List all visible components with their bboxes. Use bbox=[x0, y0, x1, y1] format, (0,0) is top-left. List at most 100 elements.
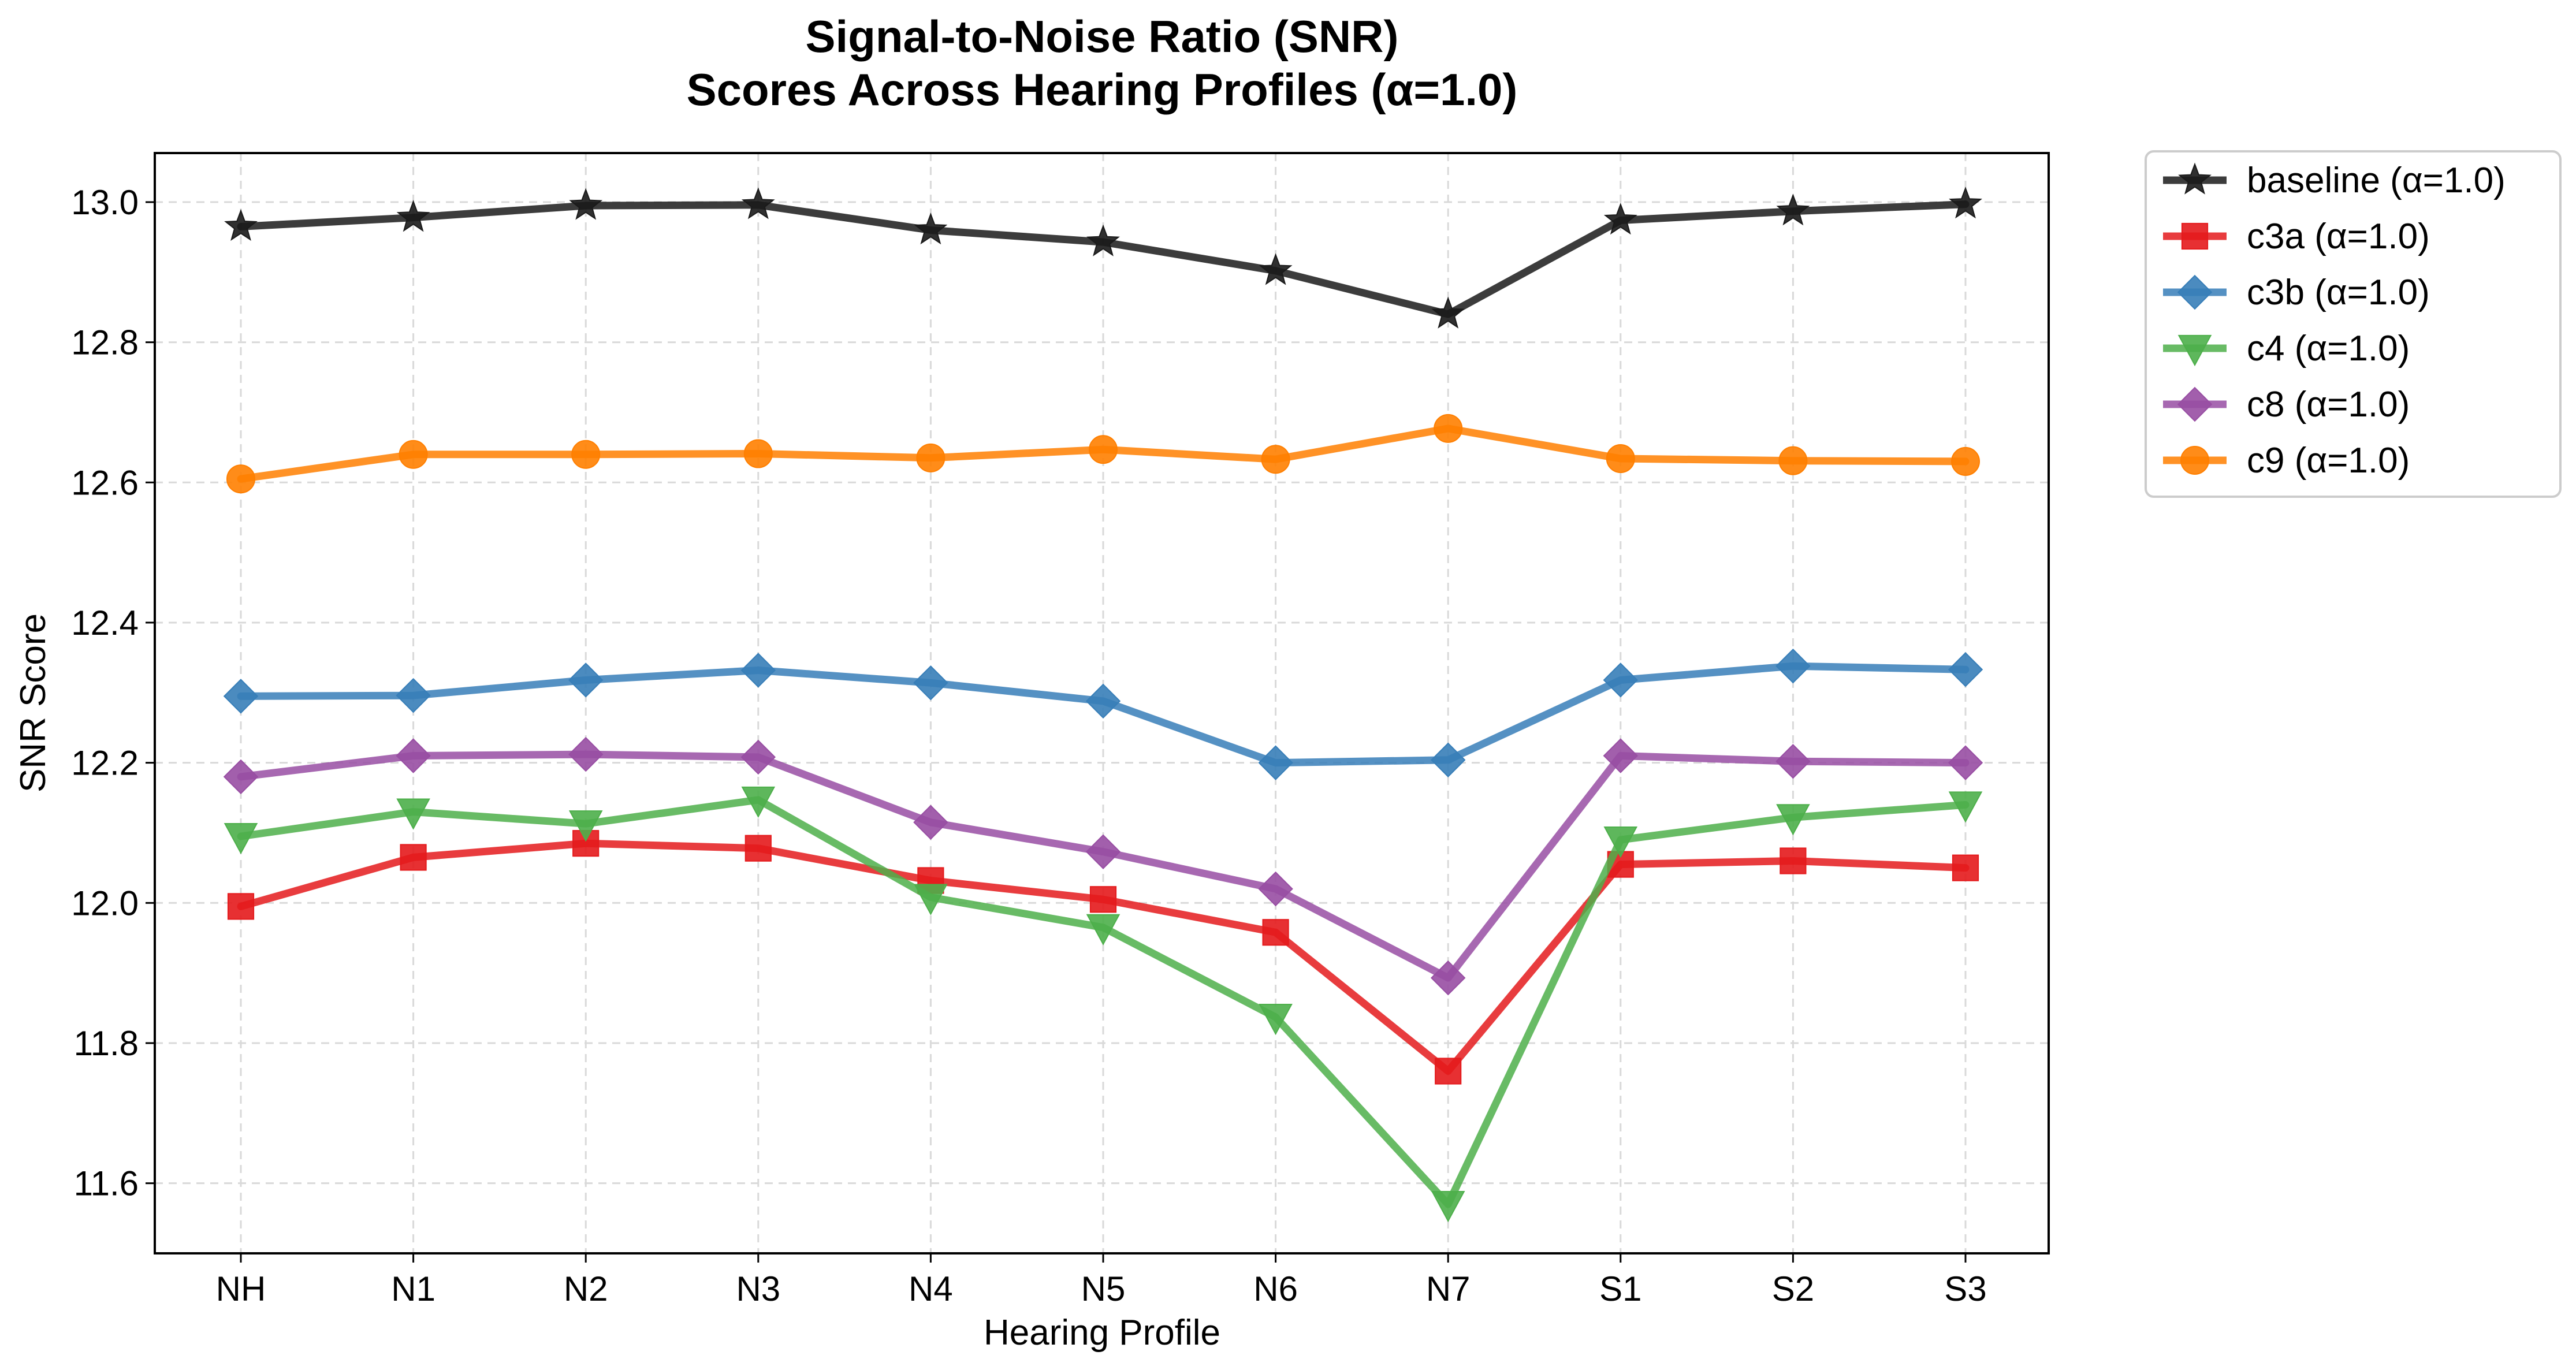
series-c9 bbox=[226, 414, 1980, 494]
legend-swatch-marker bbox=[2177, 334, 2212, 367]
data-point-c9 bbox=[1089, 435, 1118, 464]
data-point-c9 bbox=[399, 440, 428, 469]
y-tick-label: 11.8 bbox=[74, 1024, 139, 1063]
data-point-baseline bbox=[1086, 224, 1120, 256]
data-point-c3a bbox=[227, 893, 255, 920]
data-point-c8 bbox=[740, 739, 776, 775]
data-point-c3b bbox=[1430, 742, 1466, 777]
data-point-baseline bbox=[569, 188, 603, 220]
y-tick-label: 12.6 bbox=[71, 463, 139, 502]
series-c3b bbox=[223, 648, 1983, 780]
data-point-c8 bbox=[1085, 834, 1121, 869]
data-point-c3a bbox=[1780, 847, 1807, 874]
data-point-c4 bbox=[914, 884, 948, 915]
x-tick-label: NH bbox=[216, 1270, 266, 1308]
x-tick-label: N5 bbox=[1081, 1270, 1126, 1308]
data-point-c3b bbox=[913, 665, 948, 701]
data-point-c3b bbox=[396, 677, 431, 713]
data-point-c3b bbox=[568, 662, 604, 698]
data-point-c4 bbox=[396, 798, 430, 830]
legend-item-baseline: baseline (α=1.0) bbox=[2163, 161, 2506, 200]
legend-item-c8: c8 (α=1.0) bbox=[2163, 385, 2410, 425]
legend-frame bbox=[2145, 150, 2562, 498]
axis-ticks: NH N1 N2 N3 N4 N5 N6 N7 S1 S2 S3 11.6 11.8 12.0 12.2 12… bbox=[71, 183, 1986, 1308]
legend-label: c3a (α=1.0) bbox=[2247, 217, 2430, 256]
data-point-baseline bbox=[741, 187, 775, 219]
x-tick-label: N4 bbox=[909, 1270, 953, 1308]
legend-swatch-marker bbox=[2178, 162, 2212, 195]
y-tick-label: 12.4 bbox=[71, 604, 139, 642]
data-point-c4 bbox=[1948, 791, 1983, 823]
legend-items: baseline (α=1.0) c3a (α=1.0) c3b (α=1.0) c4… bbox=[2163, 161, 2506, 481]
data-point-c4 bbox=[1431, 1190, 1465, 1223]
chart-title-line-2: Scores Across Hearing Profiles (α=1.0) bbox=[687, 64, 1518, 115]
x-tick-label: N1 bbox=[391, 1270, 435, 1308]
data-point-c3b bbox=[1775, 648, 1811, 684]
legend: baseline (α=1.0) c3a (α=1.0) c3b (α=1.0) c4… bbox=[2145, 150, 2562, 498]
y-tick-label: 12.8 bbox=[71, 323, 139, 362]
data-point-c9 bbox=[226, 464, 255, 494]
series-c3a bbox=[227, 830, 1979, 1085]
data-point-c3a bbox=[1262, 919, 1289, 946]
plot-area-frame bbox=[154, 152, 2050, 1254]
y-tick-label: 12.2 bbox=[71, 744, 139, 783]
legend-item-c4: c4 (α=1.0) bbox=[2163, 329, 2410, 368]
x-axis-label: Hearing Profile bbox=[984, 1313, 1220, 1353]
data-point-baseline bbox=[224, 209, 258, 241]
data-point-c8 bbox=[1775, 743, 1811, 779]
data-point-c4 bbox=[224, 822, 258, 855]
data-point-c3a bbox=[1089, 886, 1117, 913]
data-point-c3a bbox=[744, 835, 772, 862]
y-axis-label: SNR Score bbox=[13, 613, 53, 792]
data-point-c8 bbox=[1603, 738, 1639, 773]
data-point-baseline bbox=[1259, 253, 1293, 285]
data-point-c8 bbox=[568, 736, 604, 772]
data-point-c4 bbox=[568, 810, 603, 842]
data-point-c9 bbox=[1261, 445, 1290, 474]
x-tick-label: S3 bbox=[1944, 1270, 1986, 1308]
data-point-c4 bbox=[1259, 1004, 1293, 1036]
x-tick-label: N7 bbox=[1426, 1270, 1471, 1308]
data-point-baseline bbox=[1603, 203, 1637, 235]
data-point-baseline bbox=[914, 213, 948, 245]
data-point-c8 bbox=[1948, 745, 1983, 780]
data-point-c9 bbox=[1434, 414, 1463, 443]
data-point-c9 bbox=[916, 443, 945, 472]
series-baseline bbox=[224, 187, 1982, 329]
data-point-c8 bbox=[396, 738, 431, 773]
data-point-c4 bbox=[1603, 827, 1638, 858]
data-point-c4 bbox=[1086, 914, 1121, 945]
data-point-c3b bbox=[1603, 662, 1639, 698]
data-point-c3a bbox=[1952, 854, 1979, 881]
x-tick-label: N6 bbox=[1253, 1270, 1298, 1308]
legend-label: c3b (α=1.0) bbox=[2247, 273, 2430, 312]
data-point-c3b bbox=[223, 679, 259, 714]
data-point-baseline bbox=[396, 200, 430, 232]
series-c4 bbox=[224, 786, 1983, 1223]
y-tick-label: 12.0 bbox=[71, 884, 139, 922]
y-tick-label: 11.6 bbox=[74, 1164, 139, 1203]
legend-swatch-marker bbox=[2180, 446, 2209, 475]
data-point-c8 bbox=[913, 805, 948, 840]
data-point-c9 bbox=[571, 440, 601, 469]
legend-item-c9: c9 (α=1.0) bbox=[2163, 441, 2410, 481]
data-point-c4 bbox=[1776, 804, 1810, 836]
x-tick-label: N3 bbox=[736, 1270, 780, 1308]
data-point-c3b bbox=[740, 653, 776, 688]
data-point-c9 bbox=[1606, 444, 1635, 474]
data-point-c4 bbox=[741, 786, 776, 818]
legend-swatch-marker bbox=[2181, 222, 2209, 250]
data-point-c3a bbox=[400, 844, 427, 871]
legend-label: baseline (α=1.0) bbox=[2247, 161, 2506, 200]
legend-item-c3b: c3b (α=1.0) bbox=[2163, 273, 2430, 312]
series-group bbox=[223, 187, 1983, 1223]
data-point-c3b bbox=[1258, 745, 1293, 780]
data-point-c8 bbox=[223, 759, 259, 795]
legend-label: c4 (α=1.0) bbox=[2247, 329, 2410, 368]
data-point-c9 bbox=[1778, 446, 1808, 475]
chart-title-line-1: Signal-to-Noise Ratio (SNR) bbox=[806, 11, 1399, 62]
data-point-c9 bbox=[1951, 446, 1980, 476]
data-point-c8 bbox=[1258, 871, 1293, 907]
legend-item-c3a: c3a (α=1.0) bbox=[2163, 217, 2430, 256]
data-point-baseline bbox=[1949, 187, 1982, 219]
